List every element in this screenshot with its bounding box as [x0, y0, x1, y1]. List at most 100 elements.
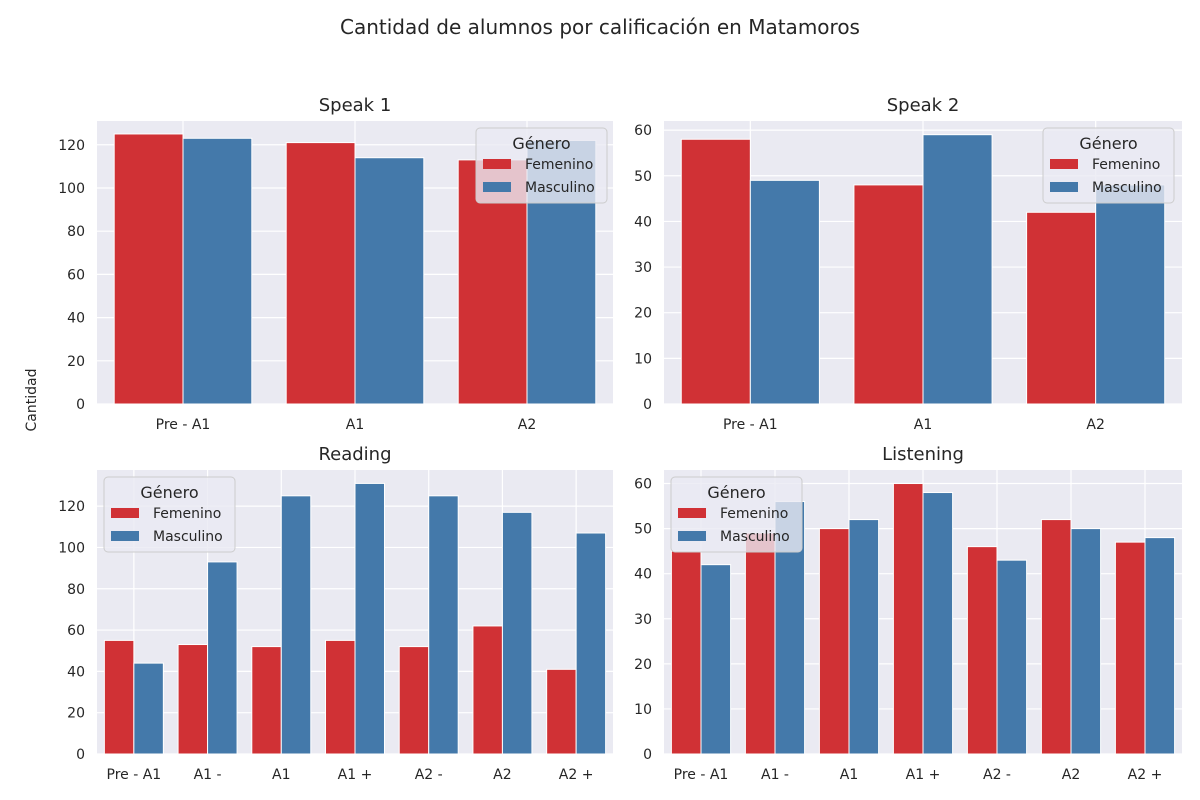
- x-tick-label: A2: [1086, 417, 1104, 433]
- x-tick-label: A1 -: [194, 767, 222, 783]
- bar-masculino-a1: [848, 519, 880, 755]
- bar-femenino-a2: [1026, 211, 1097, 405]
- y-axis-label: Cantidad: [24, 369, 40, 432]
- legend-entry-masculino: Masculino: [525, 180, 595, 196]
- y-tick-label: 20: [634, 306, 652, 322]
- x-tick-label: A1 -: [761, 767, 789, 783]
- bar-femenino-a2: [966, 546, 998, 755]
- bar-masculino-a1: [280, 495, 312, 755]
- bar-femenino-a2-plus: [1114, 541, 1146, 755]
- bar-masculino-a2-plus: [1144, 537, 1176, 755]
- legend-swatch-femenino: [678, 508, 706, 518]
- y-tick-label: 10: [634, 351, 652, 367]
- bar-masculino-pre-a1: [133, 662, 164, 755]
- bar-masculino-a1-plus: [354, 482, 385, 755]
- y-tick-label: 60: [634, 477, 652, 493]
- legend-swatch-femenino: [111, 508, 139, 518]
- x-tick-label: A1: [840, 767, 858, 783]
- bar-masculino-a2: [428, 495, 459, 755]
- x-tick-label: Pre - A1: [107, 767, 162, 783]
- legend-swatch-masculino: [678, 531, 706, 541]
- legend-title: Género: [140, 483, 198, 502]
- legend-title: Género: [512, 134, 570, 153]
- legend-title: Género: [707, 483, 765, 502]
- x-tick-label: A2: [493, 767, 511, 783]
- bar-masculino-a2-plus: [575, 532, 607, 755]
- y-tick-label: 20: [67, 354, 85, 370]
- y-tick-label: 0: [643, 397, 652, 413]
- x-tick-label: A2 -: [983, 767, 1011, 783]
- bar-femenino-pre-a1: [680, 138, 751, 405]
- x-tick-label: A2 +: [559, 767, 594, 783]
- x-tick-label: Pre - A1: [674, 767, 729, 783]
- bar-femenino-a1-plus: [892, 483, 924, 755]
- subplot-reading: 0 20 40 60 80 100 120 Pre - A1 A1 - A1 A1 + A2 - A2 A…: [58, 444, 613, 783]
- bar-femenino-a1: [251, 646, 282, 755]
- bar-femenino-a1: [285, 142, 356, 405]
- y-tick-label: 30: [634, 260, 652, 276]
- y-tick-label: 40: [67, 664, 85, 680]
- legend-entry-masculino: Masculino: [720, 529, 790, 545]
- legend-swatch-masculino: [483, 182, 511, 192]
- y-tick-label: 100: [58, 181, 85, 197]
- legend: Género Femenino Masculino: [1042, 127, 1175, 204]
- x-tick-label: A1 +: [338, 767, 373, 783]
- y-tick-label: 40: [67, 311, 85, 327]
- legend-entry-femenino: Femenino: [720, 506, 788, 522]
- y-tick-label: 10: [634, 702, 652, 718]
- x-tick-label: A2: [518, 417, 536, 433]
- subplot-speak-2: 0 10 20 30 40 50 60 Pre - A1 A1 A2 Speak 2 Género Fe…: [634, 95, 1182, 433]
- legend-swatch-masculino: [111, 531, 139, 541]
- legend-entry-femenino: Femenino: [1092, 157, 1160, 173]
- bar-femenino-a1: [744, 532, 776, 755]
- bar-femenino-a1-plus: [325, 639, 356, 755]
- x-tick-label: A2 -: [415, 767, 443, 783]
- legend-swatch-femenino: [1050, 159, 1078, 169]
- x-tick-label: A2: [1062, 767, 1080, 783]
- subplot-title: Speak 2: [887, 95, 960, 116]
- bar-femenino-a1: [177, 644, 209, 755]
- x-tick-label: A1: [272, 767, 290, 783]
- y-tick-label: 50: [634, 169, 652, 185]
- legend-entry-masculino: Masculino: [153, 529, 223, 545]
- bar-masculino-pre-a1: [700, 564, 732, 755]
- y-tick-label: 0: [643, 747, 652, 763]
- y-tick-label: 40: [634, 567, 652, 583]
- legend: Género Femenino Masculino: [103, 476, 236, 553]
- y-tick-label: 80: [67, 224, 85, 240]
- bar-masculino-a1: [207, 561, 238, 755]
- y-tick-label: 20: [67, 706, 85, 722]
- x-tick-label: A1: [346, 417, 364, 433]
- bar-femenino-a2: [472, 625, 503, 755]
- y-tick-label: 60: [634, 123, 652, 139]
- figure-title: Cantidad de alumnos por calificación en …: [340, 15, 860, 39]
- y-tick-label: 40: [634, 214, 652, 230]
- y-tick-label: 120: [58, 499, 85, 515]
- y-tick-label: 60: [67, 267, 85, 283]
- y-tick-label: 80: [67, 582, 85, 598]
- bar-masculino-a1: [922, 134, 993, 405]
- y-tick-label: 50: [634, 522, 652, 538]
- y-tick-label: 30: [634, 612, 652, 628]
- subplot-speak-1: 0 20 40 60 80 100 120 Pre - A1 A1 A2 Speak 1 Género…: [58, 95, 613, 433]
- bar-femenino-a1: [853, 184, 924, 405]
- legend-swatch-femenino: [483, 159, 511, 169]
- y-tick-label: 100: [58, 540, 85, 556]
- subplot-title: Speak 1: [319, 95, 392, 116]
- legend-entry-femenino: Femenino: [153, 506, 221, 522]
- y-tick-label: 60: [67, 623, 85, 639]
- legend-swatch-masculino: [1050, 182, 1078, 192]
- bar-masculino-a2: [1070, 528, 1102, 755]
- x-tick-label: A1 +: [906, 767, 941, 783]
- bar-masculino-pre-a1: [182, 137, 253, 405]
- legend-entry-masculino: Masculino: [1092, 180, 1162, 196]
- bar-masculino-a1-plus: [922, 492, 954, 755]
- bar-femenino-pre-a1: [103, 639, 135, 755]
- bar-femenino-a2: [1040, 519, 1072, 755]
- y-tick-label: 0: [76, 747, 85, 763]
- bar-masculino-a2: [996, 559, 1028, 755]
- bar-masculino-a2: [1095, 184, 1166, 405]
- x-tick-label: Pre - A1: [156, 417, 211, 433]
- y-tick-label: 0: [76, 397, 85, 413]
